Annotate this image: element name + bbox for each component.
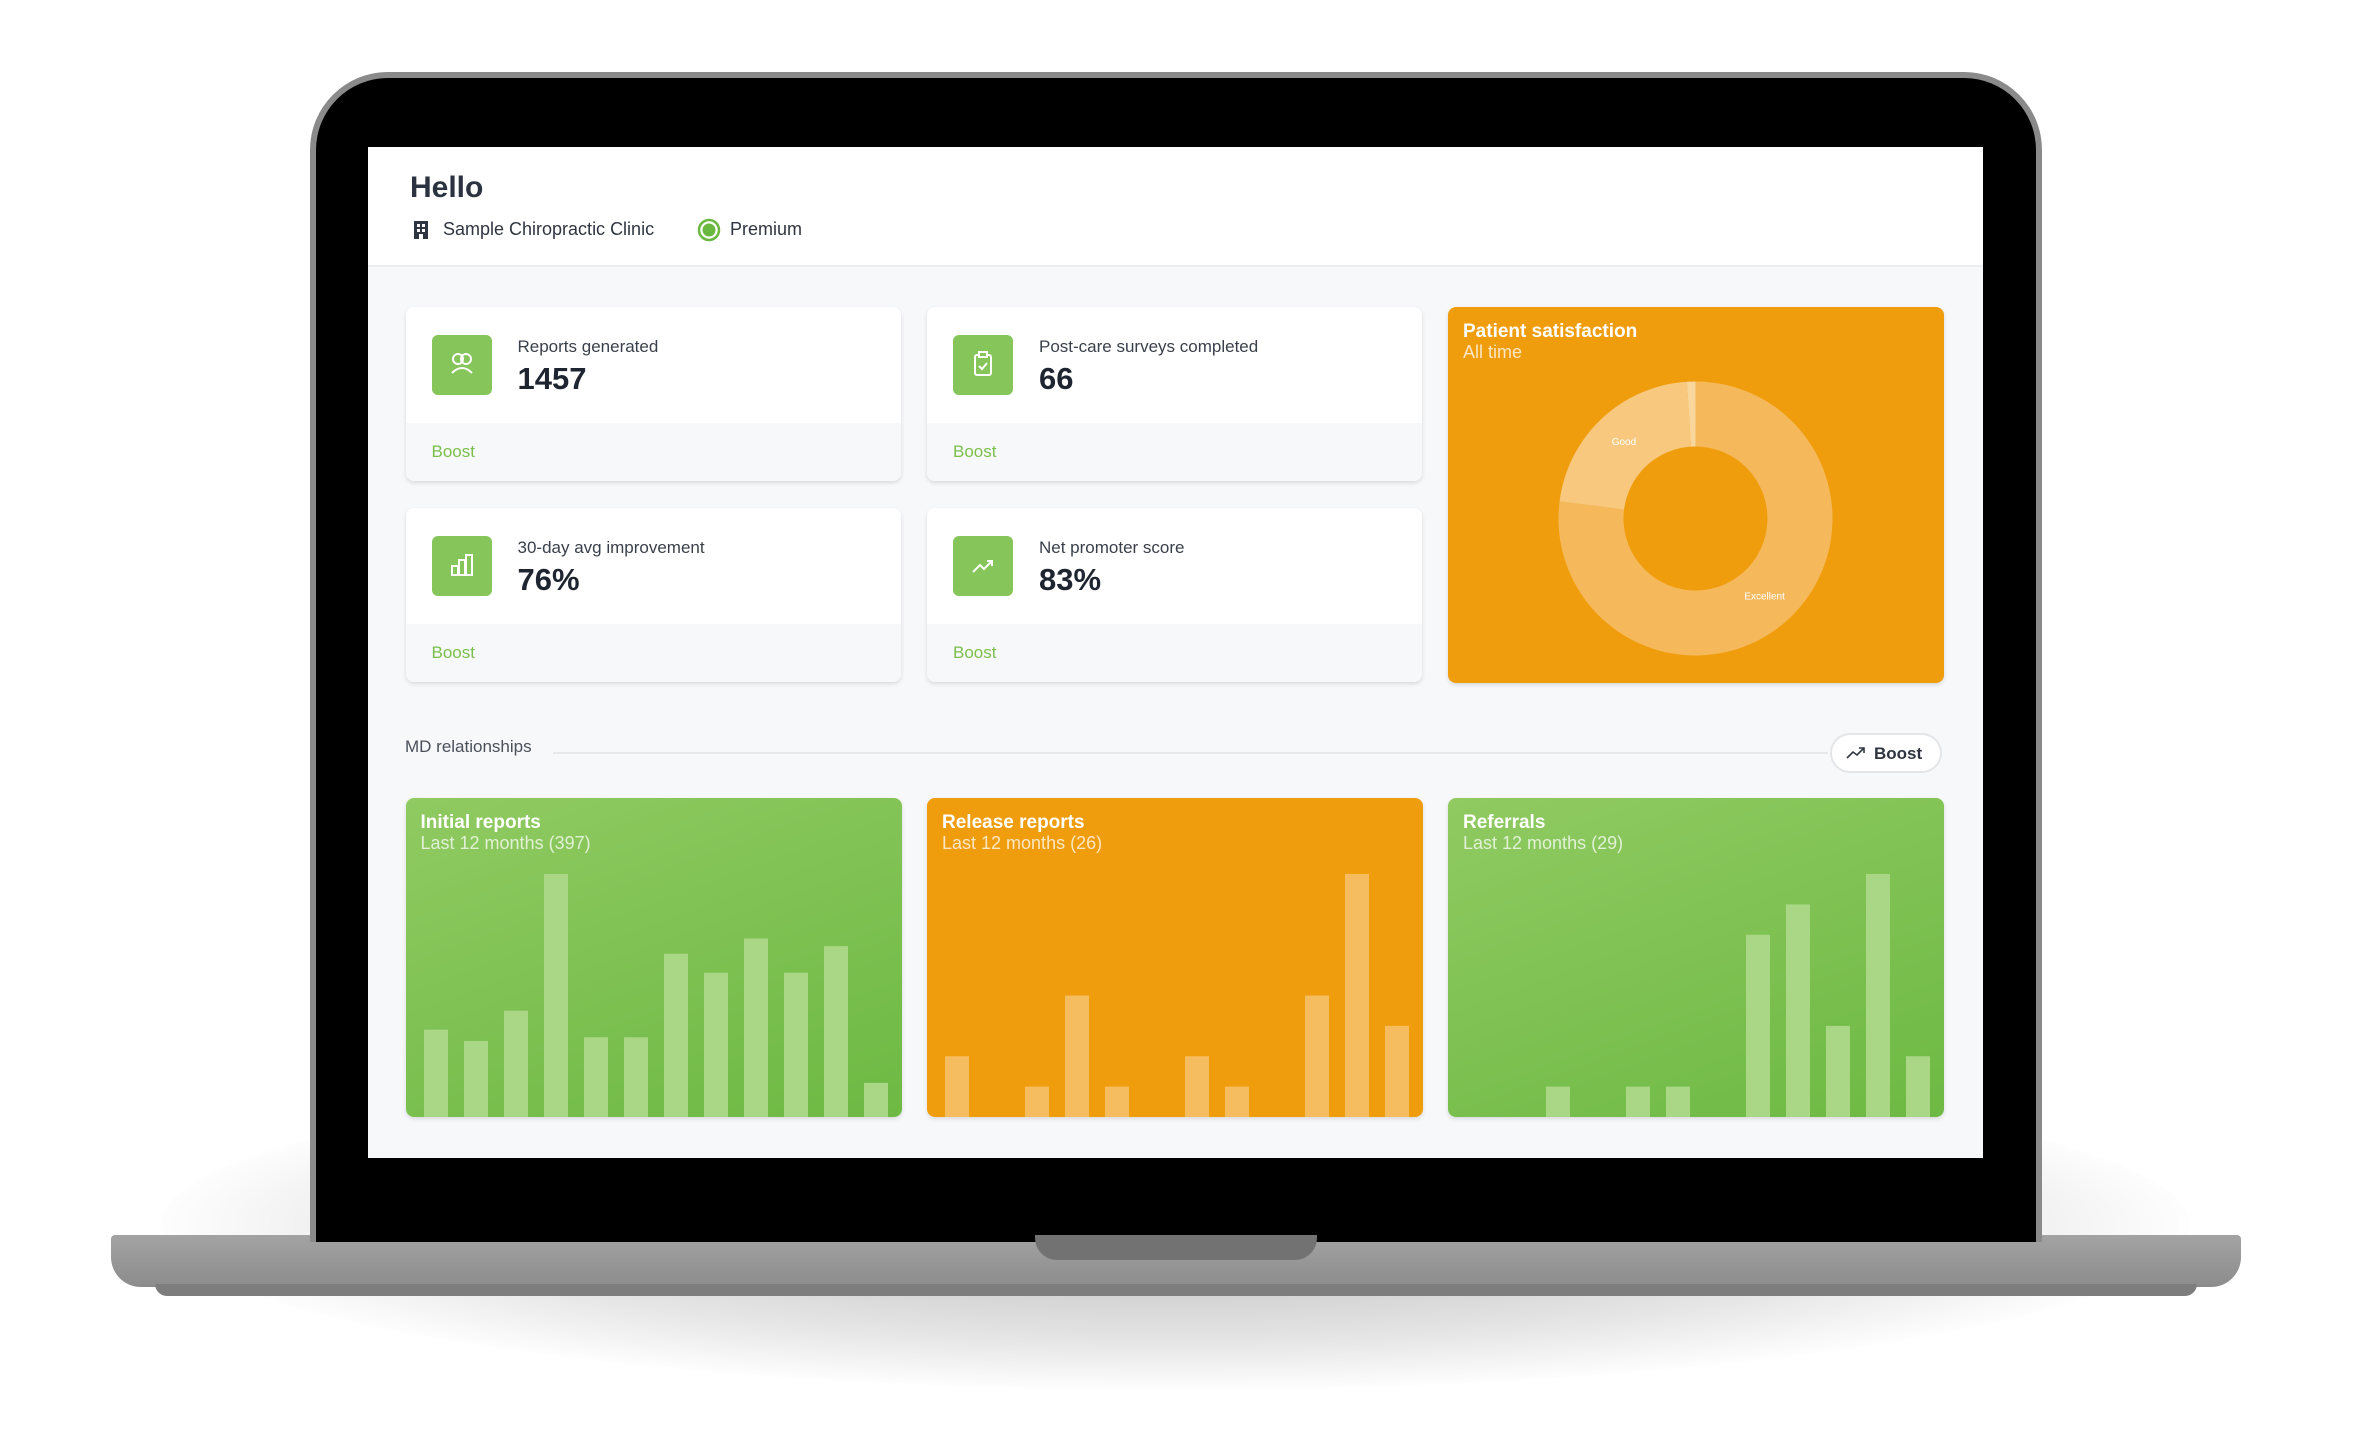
donut-slice	[1686, 381, 1696, 447]
chart-card: Release reports Last 12 months (26)	[927, 798, 1423, 1117]
bar	[1185, 1056, 1209, 1117]
bar	[1546, 1086, 1570, 1117]
bar	[1305, 995, 1329, 1117]
boost-label[interactable]: Boost	[1874, 744, 1923, 763]
stat-value: 83%	[1039, 562, 1102, 597]
boost-icon	[1846, 747, 1865, 759]
bar	[703, 972, 728, 1117]
card-subtitle: All time	[1463, 342, 1523, 362]
stat-value: 1457	[517, 361, 587, 396]
bar-chart	[423, 874, 888, 1117]
stat-card: 30-day avg improvement 76% Boost	[405, 508, 901, 682]
card-footer	[927, 423, 1422, 481]
bar	[1746, 934, 1770, 1117]
stat-card: Net promoter score 83% Boost	[927, 508, 1422, 682]
bar	[543, 874, 568, 1117]
section-divider	[553, 752, 1828, 754]
laptop-base-edge	[155, 1284, 2197, 1296]
card-footer	[405, 423, 901, 481]
bar	[623, 1037, 648, 1117]
screen: Hello Sample Chiropractic Clinic Premium…	[368, 147, 1983, 1158]
card-subtitle: Last 12 months (397)	[420, 833, 591, 853]
bar	[1626, 1086, 1650, 1117]
stat-value: 76%	[517, 562, 580, 597]
boost-link[interactable]: Boost	[431, 643, 475, 662]
bar-chart	[945, 874, 1409, 1117]
card-subtitle: Last 12 months (29)	[1463, 833, 1624, 853]
boost-link[interactable]: Boost	[953, 643, 997, 662]
bar	[583, 1037, 608, 1117]
bar-chart	[1546, 874, 1930, 1117]
bar	[1025, 1086, 1049, 1117]
bar	[863, 1082, 888, 1117]
laptop-notch	[1035, 1235, 1317, 1260]
bar	[1866, 874, 1890, 1117]
stat-label: Reports generated	[517, 337, 659, 356]
bar	[823, 946, 848, 1117]
bar	[1385, 1025, 1409, 1117]
bar	[1786, 904, 1810, 1117]
bar	[1065, 995, 1089, 1117]
stat-label: Net promoter score	[1039, 538, 1185, 557]
clinic-name: Sample Chiropractic Clinic	[443, 219, 655, 239]
plan-name: Premium	[730, 219, 803, 239]
bar	[1225, 1086, 1249, 1117]
bar	[945, 1056, 969, 1117]
slice-label: Good	[1612, 437, 1636, 448]
bar	[783, 972, 808, 1117]
card-subtitle: Last 12 months (26)	[942, 833, 1103, 853]
section-title: MD relationships	[405, 737, 532, 756]
slice-label: Excellent	[1744, 592, 1785, 603]
bar	[423, 1029, 448, 1117]
bar	[503, 1010, 528, 1117]
stat-label: 30-day avg improvement	[517, 538, 705, 557]
bar	[1345, 874, 1369, 1117]
stat-card: Reports generated 1457 Boost	[405, 307, 901, 481]
stat-value: 66	[1039, 361, 1074, 396]
stat-card: Post-care surveys completed 66 Boost	[927, 307, 1422, 481]
plan-icon	[697, 218, 721, 242]
donut-slice	[1558, 381, 1833, 656]
card-title: Release reports	[942, 812, 1085, 833]
greeting: Hello	[410, 171, 484, 204]
chart-card: Referrals Last 12 months (29)	[1448, 798, 1944, 1117]
bar	[743, 938, 768, 1117]
boost-link[interactable]: Boost	[431, 442, 475, 461]
card-title: Initial reports	[420, 812, 541, 833]
card-footer	[405, 624, 901, 682]
card-title: Referrals	[1463, 812, 1546, 833]
bar	[463, 1041, 488, 1117]
card-title: Patient satisfaction	[1463, 321, 1638, 342]
bar	[1105, 1086, 1129, 1117]
chart-card: Initial reports Last 12 months (397)	[405, 798, 902, 1117]
card-footer	[927, 624, 1422, 682]
boost-button[interactable]: Boost	[1830, 733, 1942, 773]
header: Hello Sample Chiropractic Clinic Premium	[368, 147, 1983, 267]
bar	[663, 953, 688, 1117]
clinic-icon	[414, 221, 428, 239]
donut-slice	[1559, 381, 1691, 510]
satisfaction-card: Patient satisfaction All time Excellent G…	[1448, 307, 1944, 683]
stat-icon	[953, 536, 1013, 596]
bar	[1906, 1056, 1930, 1117]
stat-icon	[431, 335, 492, 395]
boost-link[interactable]: Boost	[953, 442, 997, 461]
bar	[1666, 1086, 1690, 1117]
stat-label: Post-care surveys completed	[1039, 337, 1259, 356]
stat-icon	[431, 536, 492, 596]
stat-icon	[953, 335, 1013, 395]
bar	[1826, 1025, 1850, 1117]
donut-chart: Excellent Good	[1558, 381, 1833, 656]
